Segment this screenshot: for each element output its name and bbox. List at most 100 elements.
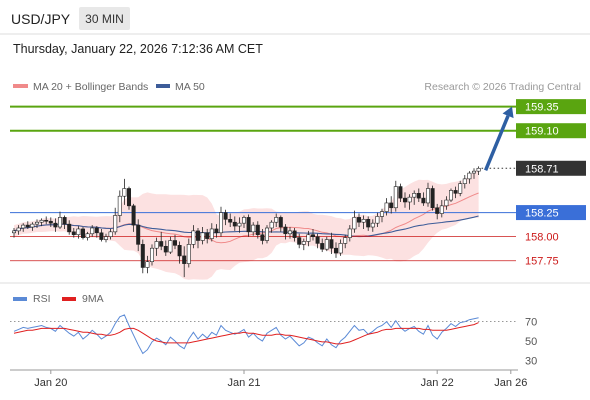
candle-body [205,232,210,239]
candle-body [219,212,224,234]
candle-body [412,193,417,198]
candle-body [398,186,403,199]
candle-body [85,233,90,238]
candle-body [366,219,371,228]
candle-body [57,217,62,228]
candle-body [402,197,407,203]
candle-body [264,227,269,241]
candle-body [200,232,205,241]
candle-body [324,239,329,250]
candle-body [214,228,219,234]
legend: MA 20 + Bollinger Bands MA 50 Research ©… [13,81,581,93]
candle-body [237,222,242,227]
price-levels: 159.35 159.10 158.71 158.25 158.00 157.75 [10,99,586,268]
candle-body [384,202,389,212]
target-level-value: 159.10 [525,126,559,138]
rsi-tick-label: 30 [525,355,537,367]
candle-body [44,219,49,222]
candle-body [242,217,247,224]
projection-arrow [483,106,514,171]
candle-body [94,227,99,234]
candle-body [25,224,30,228]
candle-body [71,231,76,236]
candle-body [471,170,476,174]
candle-body [154,241,159,249]
candle-body [122,188,127,197]
candle-body [333,247,338,254]
candle-body [389,202,394,209]
rsi-tick-label: 50 [525,336,537,348]
candle-body [159,241,164,247]
candle-body [352,217,357,230]
candle-body [278,217,283,228]
candle-body [39,219,44,223]
rsi-tick-label: 70 [525,317,537,329]
candle-body [269,221,274,229]
candle-body [16,227,21,232]
candle-body [81,228,86,238]
moving-averages [13,192,479,244]
candle-body [301,241,306,245]
candle-body [90,227,95,235]
candle-body [315,236,320,244]
candle-body [140,244,145,268]
candle-body [48,220,53,224]
candle-body [453,190,458,194]
target-level-value: 159.35 [525,102,559,114]
candle-body [177,245,182,257]
candle-body [99,232,104,240]
candle-body [439,205,444,214]
candle-body [30,223,35,228]
rsi-ma-legend-label: 9MA [82,293,104,305]
rsi-line [13,314,479,355]
candle-body [297,237,302,245]
projection-arrow-shaft [483,115,510,171]
candle-body [343,237,348,244]
candle-body [338,243,343,254]
interval-badge[interactable] [79,7,130,30]
rsi-legend-label: RSI [33,293,51,305]
projection-arrow-head [502,106,514,119]
candle-body [320,243,325,250]
bollinger-band [14,167,479,280]
candle-body [255,224,260,236]
target-level-tag [516,99,586,115]
candle-body [292,230,297,238]
time-axis: Jan 20 Jan 21 Jan 22 Jan 26 [10,369,527,389]
candle-body [430,188,435,209]
header: USD/JPY 30 MIN Thursday, January 22, 202… [0,7,590,56]
candle-body [370,222,375,228]
pivot-level-value: 158.25 [525,208,559,220]
candle-body [287,230,292,235]
candle-body [476,167,481,172]
candles [12,166,481,278]
candle-body [104,236,109,240]
candle-body [347,228,352,238]
ma50-line [13,215,479,238]
ma50-legend-label: MA 50 [175,81,205,93]
candle-body [131,205,136,226]
price-panel: 159.35 159.10 158.71 158.25 158.00 157.75 [10,99,586,280]
candle-body [274,217,279,223]
candle-body [145,261,150,268]
candle-body [444,199,449,207]
candle-body [393,186,398,209]
support-level-value: 158.00 [525,232,559,244]
candle-body [223,212,228,220]
candle-body [379,211,384,217]
candle-body [168,240,173,253]
candle-body [462,178,467,184]
candle-body [163,245,168,253]
candle-body [150,247,155,263]
candle-body [62,217,67,225]
candle-body [67,223,72,233]
candle-body [467,172,472,180]
candle-body [173,240,178,246]
candle-body [407,196,412,203]
candle-body [182,255,187,264]
candle-body [12,230,17,234]
candle-body [260,234,265,241]
candle-body [448,190,453,201]
current-price-tag [516,160,586,176]
